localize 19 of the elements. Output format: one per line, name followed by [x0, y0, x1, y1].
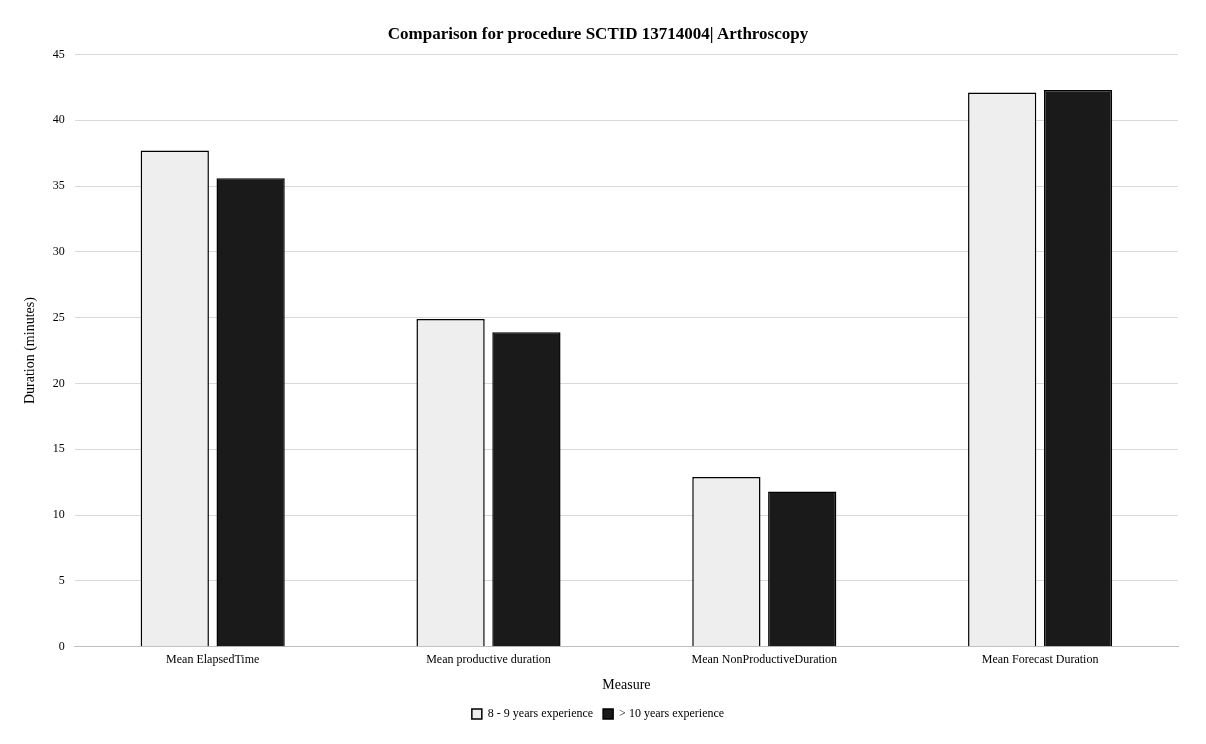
y-tick-label: 40 [52, 112, 65, 127]
x-tick-label: Mean ElapsedTime [166, 652, 260, 667]
y-tick-label: 45 [52, 46, 65, 61]
y-tick-label: 20 [52, 375, 65, 390]
y-tick-label: 10 [52, 507, 65, 522]
y-tick-label: 5 [58, 573, 65, 588]
x-axis-title: Measure [602, 677, 651, 693]
legend-label: > 10 years experience [619, 706, 725, 721]
x-tick-label: Mean Forecast Duration [981, 652, 1099, 667]
y-tick-label: 30 [52, 244, 65, 259]
x-tick-label: Mean NonProductiveDuration [691, 652, 838, 667]
y-tick-label: 15 [52, 441, 65, 456]
y-tick-label: 25 [52, 309, 65, 324]
y-tick-label: 35 [52, 178, 65, 193]
y-axis-title: Duration (minutes) [22, 296, 39, 405]
x-tick-label: Mean productive duration [426, 652, 551, 667]
y-tick-label: 0 [58, 638, 65, 653]
legend-label: 8 - 9 years experience [487, 706, 594, 721]
chart-title: Comparison for procedure SCTID 13714004| Arthroscopy [387, 23, 809, 43]
